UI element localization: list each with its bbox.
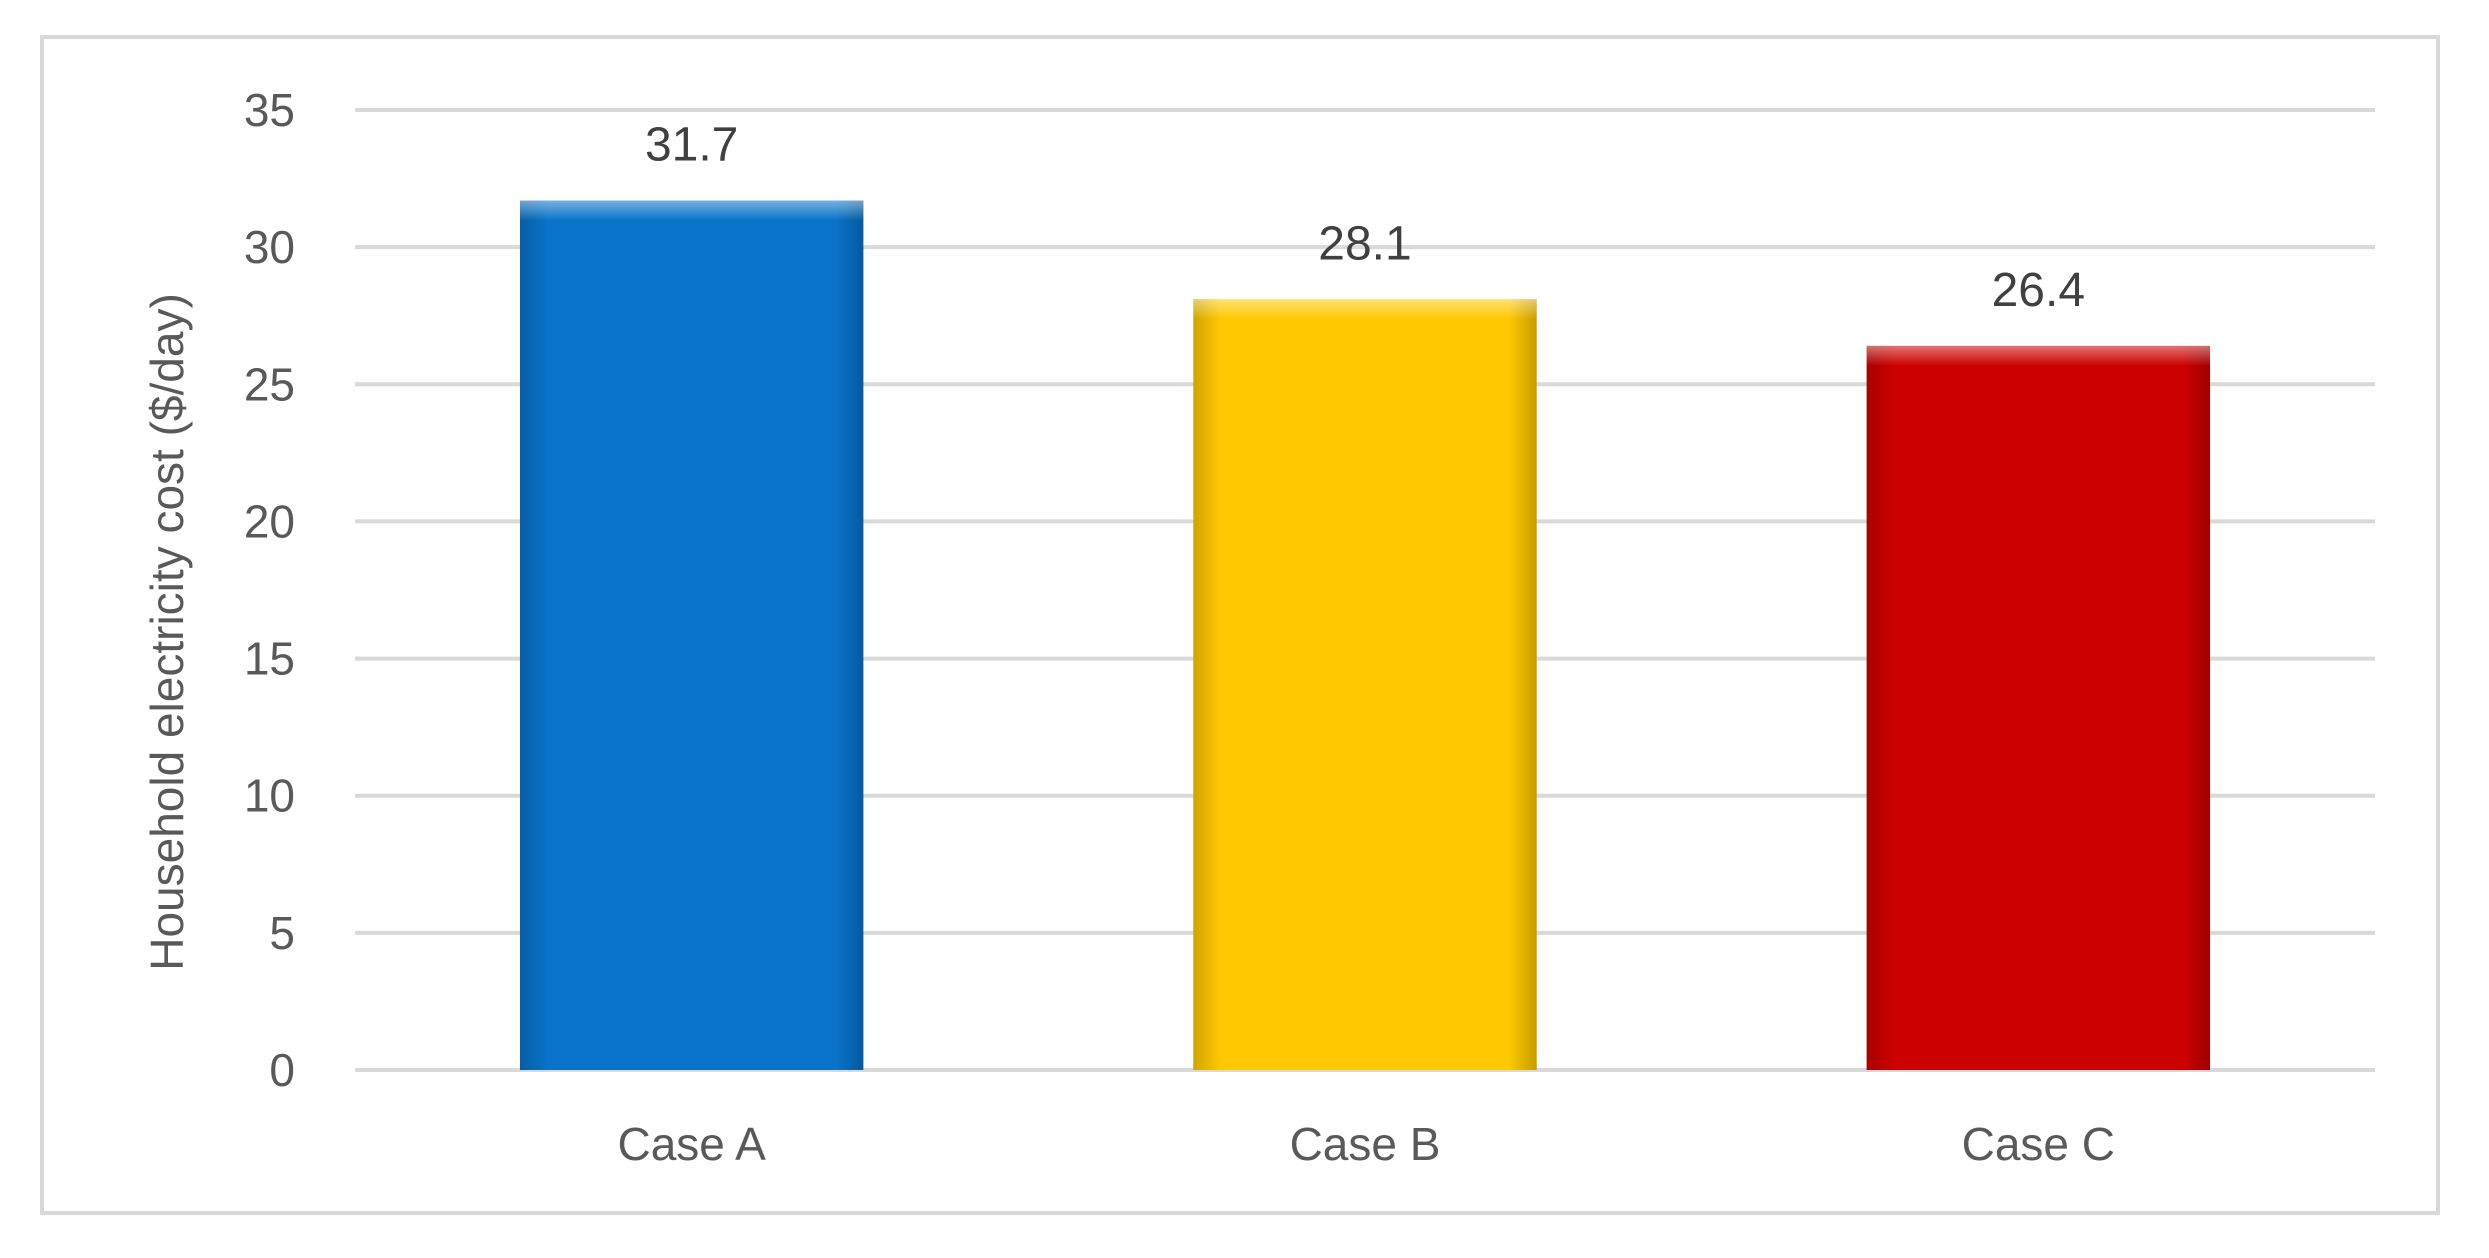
bar-top-bevel xyxy=(1193,299,1537,320)
y-tick-label: 15 xyxy=(244,633,295,685)
bar-side-shading xyxy=(1866,345,2211,1070)
bar-top-bevel xyxy=(1866,345,2211,366)
y-tick-label: 10 xyxy=(244,770,295,822)
x-category-label: Case C xyxy=(1962,1118,2115,1170)
data-labels: 31.7 28.1 26.4 xyxy=(645,119,2085,317)
y-axis-title: Household electricity cost ($/day) xyxy=(141,293,193,971)
bar-case-b xyxy=(1193,299,1537,1070)
y-tick-label: 0 xyxy=(269,1044,295,1096)
y-tick-label: 20 xyxy=(244,495,295,547)
x-category-label: Case A xyxy=(618,1118,767,1170)
x-axis-category-labels: Case A Case B Case C xyxy=(618,1118,2116,1170)
bar-case-c xyxy=(1866,345,2211,1070)
y-tick-label: 25 xyxy=(244,358,295,410)
y-tick-label: 5 xyxy=(269,907,295,959)
y-tick-label: 35 xyxy=(244,84,295,136)
bar-side-shading xyxy=(519,200,864,1070)
y-tick-label: 30 xyxy=(244,221,295,273)
bar-case-a xyxy=(519,200,864,1070)
bar-side-shading xyxy=(1193,299,1537,1070)
x-category-label: Case B xyxy=(1290,1118,1441,1170)
data-label: 26.4 xyxy=(1992,264,2085,317)
y-axis-tick-labels: 0 5 10 15 20 25 30 35 xyxy=(244,84,295,1096)
bar-top-bevel xyxy=(519,200,864,221)
bars xyxy=(519,200,2211,1070)
data-label: 28.1 xyxy=(1318,217,1411,270)
data-label: 31.7 xyxy=(645,119,738,172)
